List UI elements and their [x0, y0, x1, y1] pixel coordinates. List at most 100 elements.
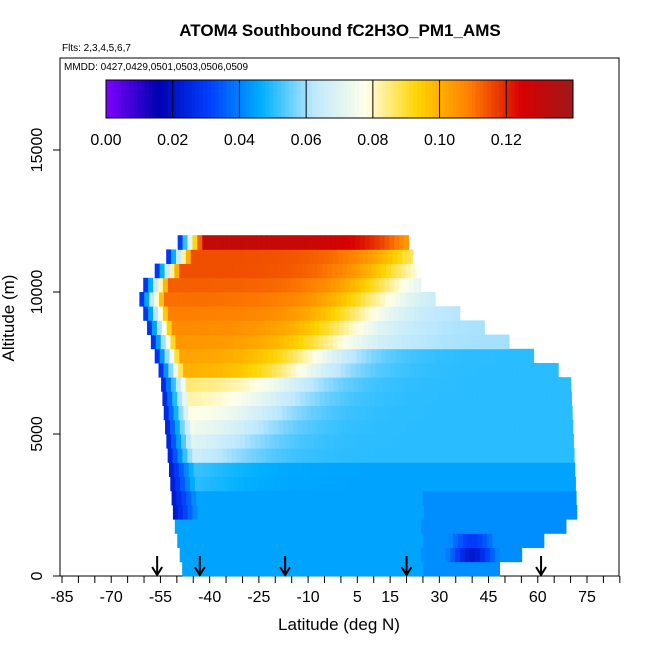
heatmap-cell	[283, 476, 289, 492]
heatmap-cell	[406, 419, 412, 435]
heatmap-cell	[171, 490, 177, 506]
heatmap-cell	[369, 391, 375, 406]
heatmap-cell	[479, 348, 485, 364]
heatmap-cell	[340, 235, 346, 250]
heatmap-cell	[231, 277, 238, 293]
heatmap-cell	[397, 377, 403, 392]
heatmap-cell	[202, 448, 208, 463]
heatmap-cell	[212, 306, 218, 321]
heatmap-cell	[398, 448, 405, 463]
heatmap-cell	[409, 405, 416, 421]
heatmap-cell	[284, 320, 291, 335]
heatmap-cell	[371, 263, 377, 279]
heatmap-cell	[489, 419, 496, 435]
heatmap-cell	[342, 519, 348, 534]
heatmap-cell	[261, 277, 267, 293]
heatmap-cell	[143, 277, 149, 293]
heatmap-cell	[177, 448, 183, 463]
heatmap-cell	[245, 490, 251, 506]
heatmap-cell	[208, 405, 214, 421]
heatmap-cell	[221, 235, 228, 250]
heatmap-cell	[157, 306, 164, 321]
heatmap-cell	[172, 391, 178, 406]
heatmap-cell	[390, 462, 396, 477]
heatmap-cell	[422, 490, 428, 506]
heatmap-cell	[231, 561, 237, 577]
heatmap-cell	[485, 377, 492, 392]
heatmap-cell	[360, 292, 367, 307]
heatmap-cell	[469, 348, 476, 364]
heatmap-cell	[243, 263, 249, 279]
heatmap-cell	[236, 505, 243, 520]
heatmap-cell	[349, 235, 356, 250]
heatmap-cell	[452, 490, 458, 506]
colorbar-swatch	[405, 80, 411, 118]
heatmap-cell	[499, 419, 506, 435]
heatmap-cell	[193, 462, 199, 477]
heatmap-cell	[385, 405, 391, 421]
heatmap-cell	[477, 448, 484, 463]
heatmap-cell	[164, 263, 170, 279]
heatmap-cell	[209, 419, 215, 435]
heatmap-cell	[235, 490, 241, 506]
heatmap-cell	[362, 377, 369, 392]
heatmap-cell	[228, 519, 235, 534]
heatmap-cell	[337, 419, 343, 435]
heatmap-cell	[297, 419, 304, 435]
heatmap-cell	[419, 505, 425, 520]
heatmap-cell	[378, 320, 384, 335]
heatmap-cell	[468, 505, 474, 520]
heatmap-cell	[493, 363, 499, 378]
colorbar-swatch	[152, 80, 158, 118]
heatmap-cell	[471, 434, 477, 449]
heatmap-cell	[211, 533, 218, 548]
heatmap-cell	[204, 519, 210, 534]
heatmap-cell	[229, 419, 235, 435]
heatmap-cell	[183, 292, 189, 307]
heatmap-cell	[183, 363, 189, 378]
heatmap-cell	[425, 519, 432, 534]
heatmap-cell	[337, 476, 343, 492]
heatmap-cell	[530, 490, 537, 506]
heatmap-cell	[334, 320, 340, 335]
heatmap-cell	[387, 249, 393, 264]
heatmap-cell	[518, 348, 525, 364]
heatmap-cell	[250, 434, 256, 449]
heatmap-cell	[486, 434, 492, 449]
heatmap-cell	[523, 462, 529, 477]
heatmap-cell	[253, 547, 259, 563]
heatmap-cell	[506, 391, 513, 406]
heatmap-cell	[456, 377, 462, 392]
heatmap-cell	[327, 519, 333, 534]
heatmap-cell	[390, 405, 396, 421]
colorbar-swatch	[222, 80, 228, 118]
colorbar-swatch	[285, 80, 290, 118]
heatmap-cell	[238, 348, 244, 364]
heatmap-cell	[498, 363, 504, 378]
heatmap-cell	[339, 448, 346, 463]
heatmap-cell	[517, 363, 524, 378]
heatmap-cell	[229, 476, 235, 492]
heatmap-cell	[523, 348, 530, 364]
heatmap-cell	[184, 263, 190, 279]
heatmap-cell	[376, 419, 382, 435]
heatmap-cell	[276, 277, 282, 293]
heatmap-cell	[291, 405, 298, 421]
heatmap-cell	[160, 334, 167, 350]
heatmap-cell	[477, 561, 483, 577]
heatmap-cell	[364, 306, 371, 321]
heatmap-cell	[484, 419, 491, 435]
heatmap-cell	[415, 519, 422, 534]
heatmap-cell	[418, 306, 425, 321]
heatmap-cell	[488, 462, 495, 477]
heatmap-cell	[372, 377, 379, 392]
heatmap-cell	[524, 519, 530, 534]
heatmap-cell	[202, 235, 208, 250]
heatmap-cell	[325, 277, 331, 293]
heatmap-cell	[217, 405, 224, 421]
heatmap-cell	[436, 377, 443, 392]
heatmap-cell	[504, 476, 511, 492]
heatmap-cell	[450, 419, 456, 435]
heatmap-cell	[272, 263, 279, 279]
heatmap-cell	[561, 448, 567, 463]
